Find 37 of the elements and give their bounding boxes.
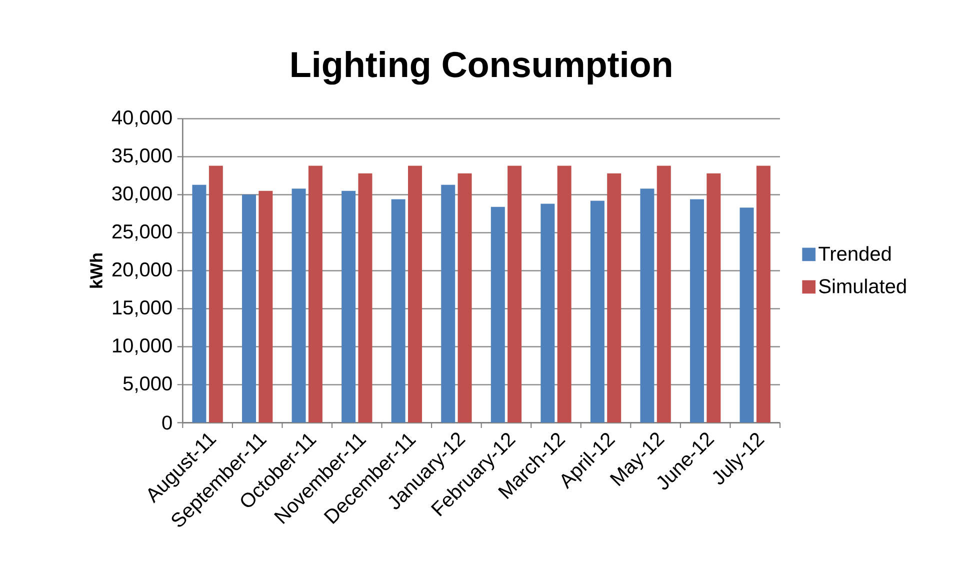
bar	[740, 208, 754, 423]
y-tick-label: 0	[162, 416, 172, 430]
bar	[640, 188, 654, 423]
bar	[192, 184, 206, 423]
bar	[508, 166, 522, 423]
bar	[557, 166, 572, 423]
y-tick-label: 40,000	[112, 110, 172, 127]
y-tick-label: 20,000	[112, 262, 172, 279]
bar	[408, 166, 422, 423]
chart-title: Lighting Consumption	[292, 50, 672, 85]
legend-label: Trended	[818, 246, 891, 261]
y-tick-label: 35,000	[112, 148, 172, 165]
bar	[441, 184, 456, 423]
y-tick-label: 5,000	[123, 376, 172, 393]
bar	[292, 188, 306, 423]
bar	[706, 173, 721, 423]
y-tick-label: 25,000	[112, 224, 172, 241]
bar	[258, 190, 273, 423]
y-tick-label: 15,000	[112, 300, 172, 317]
y-tick-label: 30,000	[112, 186, 172, 203]
y-tick-label: 10,000	[112, 338, 172, 355]
bar	[656, 166, 671, 423]
legend-label: Simulated	[819, 278, 906, 294]
bar	[208, 166, 223, 423]
bar	[756, 166, 770, 423]
bar	[391, 199, 406, 423]
bar	[358, 173, 372, 423]
bar	[242, 194, 256, 423]
bar	[308, 166, 322, 423]
bar	[342, 190, 356, 423]
bar	[540, 204, 555, 423]
bar	[458, 173, 472, 423]
bar	[490, 206, 505, 423]
bar	[690, 199, 704, 423]
y-axis-title: kWh	[90, 253, 102, 288]
bar	[607, 173, 622, 423]
bar	[590, 200, 604, 423]
